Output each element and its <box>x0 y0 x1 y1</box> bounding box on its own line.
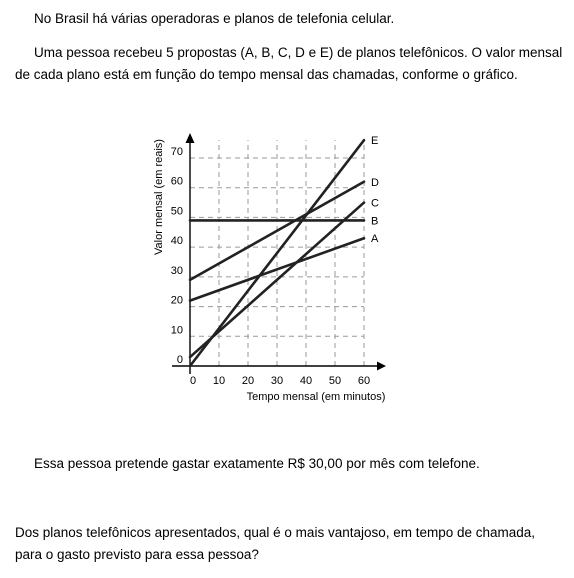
y-tick-label: 10 <box>171 324 183 336</box>
series-label-a: A <box>371 233 379 245</box>
y-tick-label: 30 <box>171 265 183 277</box>
question-text-line1: Dos planos telefônicos apresentados, qua… <box>15 525 536 540</box>
y-tick-label: 20 <box>171 295 183 307</box>
x-tick-label: 30 <box>271 375 283 387</box>
y-axis-arrow <box>185 133 195 143</box>
x-tick-label: 40 <box>300 375 312 387</box>
y-tick-label: 50 <box>171 205 183 217</box>
series-line-d <box>188 180 366 282</box>
question-text-line2: para o gasto previsto para essa pessoa? <box>15 547 259 562</box>
x-tick-label: 10 <box>213 375 225 387</box>
series-label-d: D <box>371 177 379 189</box>
x-tick-label: 0 <box>190 375 196 387</box>
y-axis-label: Valor mensal (em reais) <box>153 139 165 255</box>
series-line-a <box>188 236 366 302</box>
intro-text: No Brasil há várias operadoras e planos … <box>34 11 395 26</box>
chart-axes <box>172 133 386 374</box>
x-tick-label: 20 <box>242 375 254 387</box>
y-tick-label: 70 <box>171 146 183 158</box>
context-text-line1: Uma pessoa recebeu 5 propostas (A, B, C,… <box>34 45 563 60</box>
y-tick-label: 60 <box>171 176 183 188</box>
x-tick-label: 50 <box>329 375 341 387</box>
series-label-b: B <box>371 215 378 227</box>
x-axis-label: Tempo mensal (em minutos) <box>247 391 386 403</box>
y-tick-label: 0 <box>177 354 183 366</box>
series-line-e <box>188 138 366 368</box>
x-axis-arrow <box>377 361 386 371</box>
budget-text: Essa pessoa pretende gastar exatamente R… <box>34 456 480 471</box>
series-line-c <box>188 201 366 359</box>
y-tick-label: 40 <box>171 235 183 247</box>
context-text-line2: de cada plano está em função do tempo me… <box>15 67 518 82</box>
x-tick-label: 60 <box>358 375 370 387</box>
chart-ticks: 0 10 20 30 40 50 60 0 10 20 30 40 50 60 70 <box>171 146 370 387</box>
series-label-c: C <box>371 198 379 210</box>
series-label-e: E <box>371 135 378 147</box>
